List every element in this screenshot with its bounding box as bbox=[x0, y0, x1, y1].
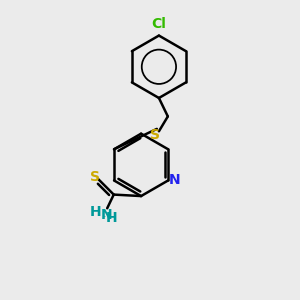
Text: S: S bbox=[150, 128, 160, 142]
Text: N: N bbox=[169, 173, 181, 188]
Text: N: N bbox=[100, 208, 112, 222]
Text: H: H bbox=[106, 212, 117, 225]
Text: Cl: Cl bbox=[152, 17, 166, 31]
Text: ·: · bbox=[103, 212, 106, 222]
Text: S: S bbox=[90, 170, 100, 184]
Text: H: H bbox=[90, 206, 102, 219]
